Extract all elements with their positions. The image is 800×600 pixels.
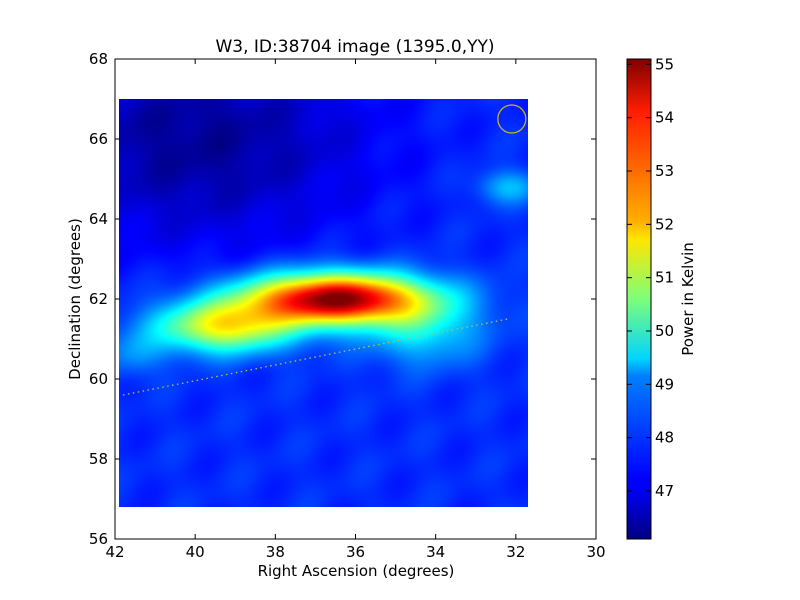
colorbar-tick-label: 50	[655, 322, 674, 340]
x-tick-label: 40	[186, 543, 205, 561]
x-tick-label: 38	[266, 543, 285, 561]
x-axis-label: Right Ascension (degrees)	[258, 562, 455, 580]
y-tick-label: 62	[89, 290, 108, 308]
colorbar-label: Power in Kelvin	[679, 242, 697, 356]
x-tick-label: 30	[586, 543, 605, 561]
colorbar-tick-label: 47	[655, 482, 674, 500]
y-tick-label: 64	[89, 210, 108, 228]
chart-title: W3, ID:38704 image (1395.0,YY)	[215, 37, 494, 57]
colorbar-tick-label: 54	[655, 109, 674, 127]
y-tick-label: 60	[89, 370, 108, 388]
colorbar-tick-label: 52	[655, 215, 674, 233]
x-tick-label: 32	[506, 543, 525, 561]
y-tick-label: 56	[89, 530, 108, 548]
x-tick-label: 36	[346, 543, 365, 561]
colorbar	[627, 59, 651, 539]
y-tick-label: 58	[89, 450, 108, 468]
colorbar-tick-label: 48	[655, 429, 674, 447]
x-tick-label: 42	[105, 543, 124, 561]
heatmap-image-container	[119, 99, 528, 507]
heatmap-image	[119, 99, 528, 507]
x-tick-label: 34	[426, 543, 445, 561]
y-axis-label: Declination (degrees)	[66, 218, 84, 380]
colorbar-tick-label: 53	[655, 162, 674, 180]
y-tick-label: 68	[89, 50, 108, 68]
colorbar-tick-label: 51	[655, 269, 674, 287]
colorbar-tick-label: 49	[655, 375, 674, 393]
y-tick-label: 66	[89, 130, 108, 148]
colorbar-tick-label: 55	[655, 55, 674, 73]
